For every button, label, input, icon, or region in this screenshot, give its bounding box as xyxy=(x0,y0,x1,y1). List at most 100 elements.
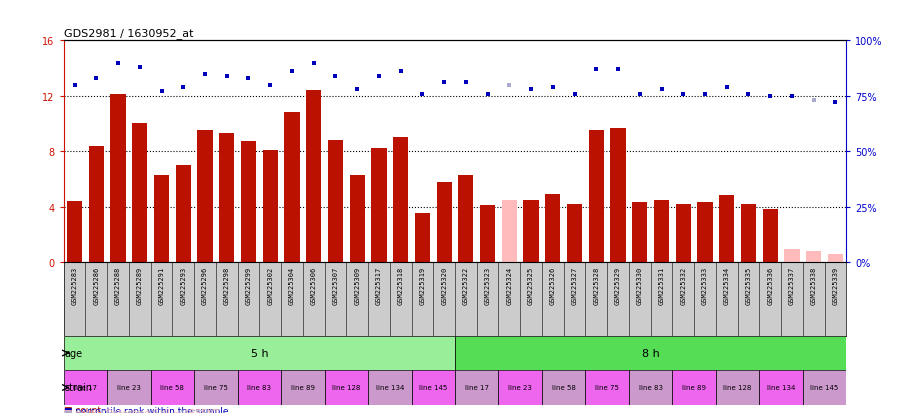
Bar xyxy=(263,150,278,262)
Text: GSM225330: GSM225330 xyxy=(637,266,642,304)
Text: GSM225302: GSM225302 xyxy=(268,266,273,304)
Text: GSM225289: GSM225289 xyxy=(136,266,143,304)
Bar xyxy=(88,146,104,262)
Point xyxy=(349,87,364,93)
Bar xyxy=(151,370,194,405)
Bar xyxy=(219,134,235,262)
Point xyxy=(806,97,821,104)
Bar xyxy=(499,370,542,405)
Text: GSM225283: GSM225283 xyxy=(72,266,77,304)
Text: GSM225337: GSM225337 xyxy=(789,266,795,304)
Text: GSM225338: GSM225338 xyxy=(811,266,816,304)
Point xyxy=(219,74,234,80)
Text: line 89: line 89 xyxy=(682,385,706,391)
Bar xyxy=(672,370,716,405)
Point xyxy=(393,69,408,76)
Bar xyxy=(455,336,846,370)
Text: GSM225326: GSM225326 xyxy=(550,266,556,304)
Bar xyxy=(64,370,107,405)
Text: GSM225335: GSM225335 xyxy=(745,266,752,304)
Point xyxy=(176,84,190,91)
Bar xyxy=(480,206,495,262)
Bar xyxy=(415,214,430,262)
Text: line 134: line 134 xyxy=(767,385,795,391)
Bar xyxy=(632,203,647,262)
Text: ■ rank, Detection Call = ABSENT: ■ rank, Detection Call = ABSENT xyxy=(64,409,214,413)
Bar xyxy=(281,370,325,405)
Bar xyxy=(411,370,455,405)
Text: GSM225317: GSM225317 xyxy=(376,266,382,304)
Point xyxy=(155,89,169,95)
Text: line 17: line 17 xyxy=(465,385,489,391)
Text: ■ count: ■ count xyxy=(64,405,101,413)
Bar xyxy=(523,200,539,262)
Point xyxy=(676,91,691,97)
Text: GSM225319: GSM225319 xyxy=(420,266,425,304)
Text: GSM225324: GSM225324 xyxy=(506,266,512,304)
Text: GSM225309: GSM225309 xyxy=(354,266,360,304)
Point xyxy=(459,80,473,87)
Text: GSM225307: GSM225307 xyxy=(332,266,339,304)
Text: line 58: line 58 xyxy=(551,385,576,391)
Point xyxy=(437,80,451,87)
Point xyxy=(546,84,561,91)
Text: line 89: line 89 xyxy=(291,385,315,391)
Bar xyxy=(763,210,778,262)
Point xyxy=(89,76,104,82)
Point xyxy=(133,64,147,71)
Bar xyxy=(629,370,672,405)
Bar xyxy=(585,370,629,405)
Text: GSM225334: GSM225334 xyxy=(723,266,730,304)
Text: GSM225304: GSM225304 xyxy=(289,266,295,304)
Bar xyxy=(349,175,365,262)
Bar xyxy=(371,149,387,262)
Text: ■ percentile rank within the sample: ■ percentile rank within the sample xyxy=(64,406,228,413)
Text: GSM225329: GSM225329 xyxy=(615,266,621,304)
Bar xyxy=(176,166,191,262)
Text: ■ value, Detection Call = ABSENT: ■ value, Detection Call = ABSENT xyxy=(64,408,218,413)
Text: line 23: line 23 xyxy=(509,385,532,391)
Point xyxy=(502,82,517,89)
Text: line 17: line 17 xyxy=(74,385,97,391)
Text: strain: strain xyxy=(64,382,92,392)
Text: GSM225293: GSM225293 xyxy=(180,266,187,304)
Point xyxy=(197,71,212,78)
Text: line 134: line 134 xyxy=(376,385,404,391)
Text: line 145: line 145 xyxy=(420,385,448,391)
Bar xyxy=(306,91,321,262)
Bar xyxy=(154,175,169,262)
Bar xyxy=(567,204,582,262)
Point xyxy=(567,91,581,97)
Text: GSM225286: GSM225286 xyxy=(94,266,99,304)
Text: GSM225288: GSM225288 xyxy=(115,266,121,304)
Point xyxy=(263,82,278,89)
Text: GSM225322: GSM225322 xyxy=(463,266,469,304)
Bar xyxy=(675,204,691,262)
Bar xyxy=(697,203,713,262)
Text: GSM225336: GSM225336 xyxy=(767,266,774,304)
Bar xyxy=(437,182,451,262)
Text: GSM225332: GSM225332 xyxy=(681,266,686,304)
Bar xyxy=(64,336,455,370)
Bar xyxy=(806,251,822,262)
Text: 5 h: 5 h xyxy=(250,348,268,358)
Text: GSM225325: GSM225325 xyxy=(528,266,534,304)
Point xyxy=(307,60,321,67)
Point xyxy=(285,69,299,76)
Bar xyxy=(194,370,238,405)
Bar xyxy=(455,370,499,405)
Bar xyxy=(284,113,299,262)
Text: age: age xyxy=(64,348,82,358)
Point xyxy=(480,91,495,97)
Text: GSM225318: GSM225318 xyxy=(398,266,404,304)
Text: GSM225339: GSM225339 xyxy=(833,266,838,304)
Point xyxy=(741,91,755,97)
Text: line 83: line 83 xyxy=(248,385,271,391)
Bar xyxy=(238,370,281,405)
Text: line 83: line 83 xyxy=(639,385,662,391)
Text: line 23: line 23 xyxy=(117,385,141,391)
Bar xyxy=(741,204,756,262)
Text: GSM225299: GSM225299 xyxy=(246,266,251,304)
Text: line 75: line 75 xyxy=(204,385,228,391)
Point xyxy=(632,91,647,97)
